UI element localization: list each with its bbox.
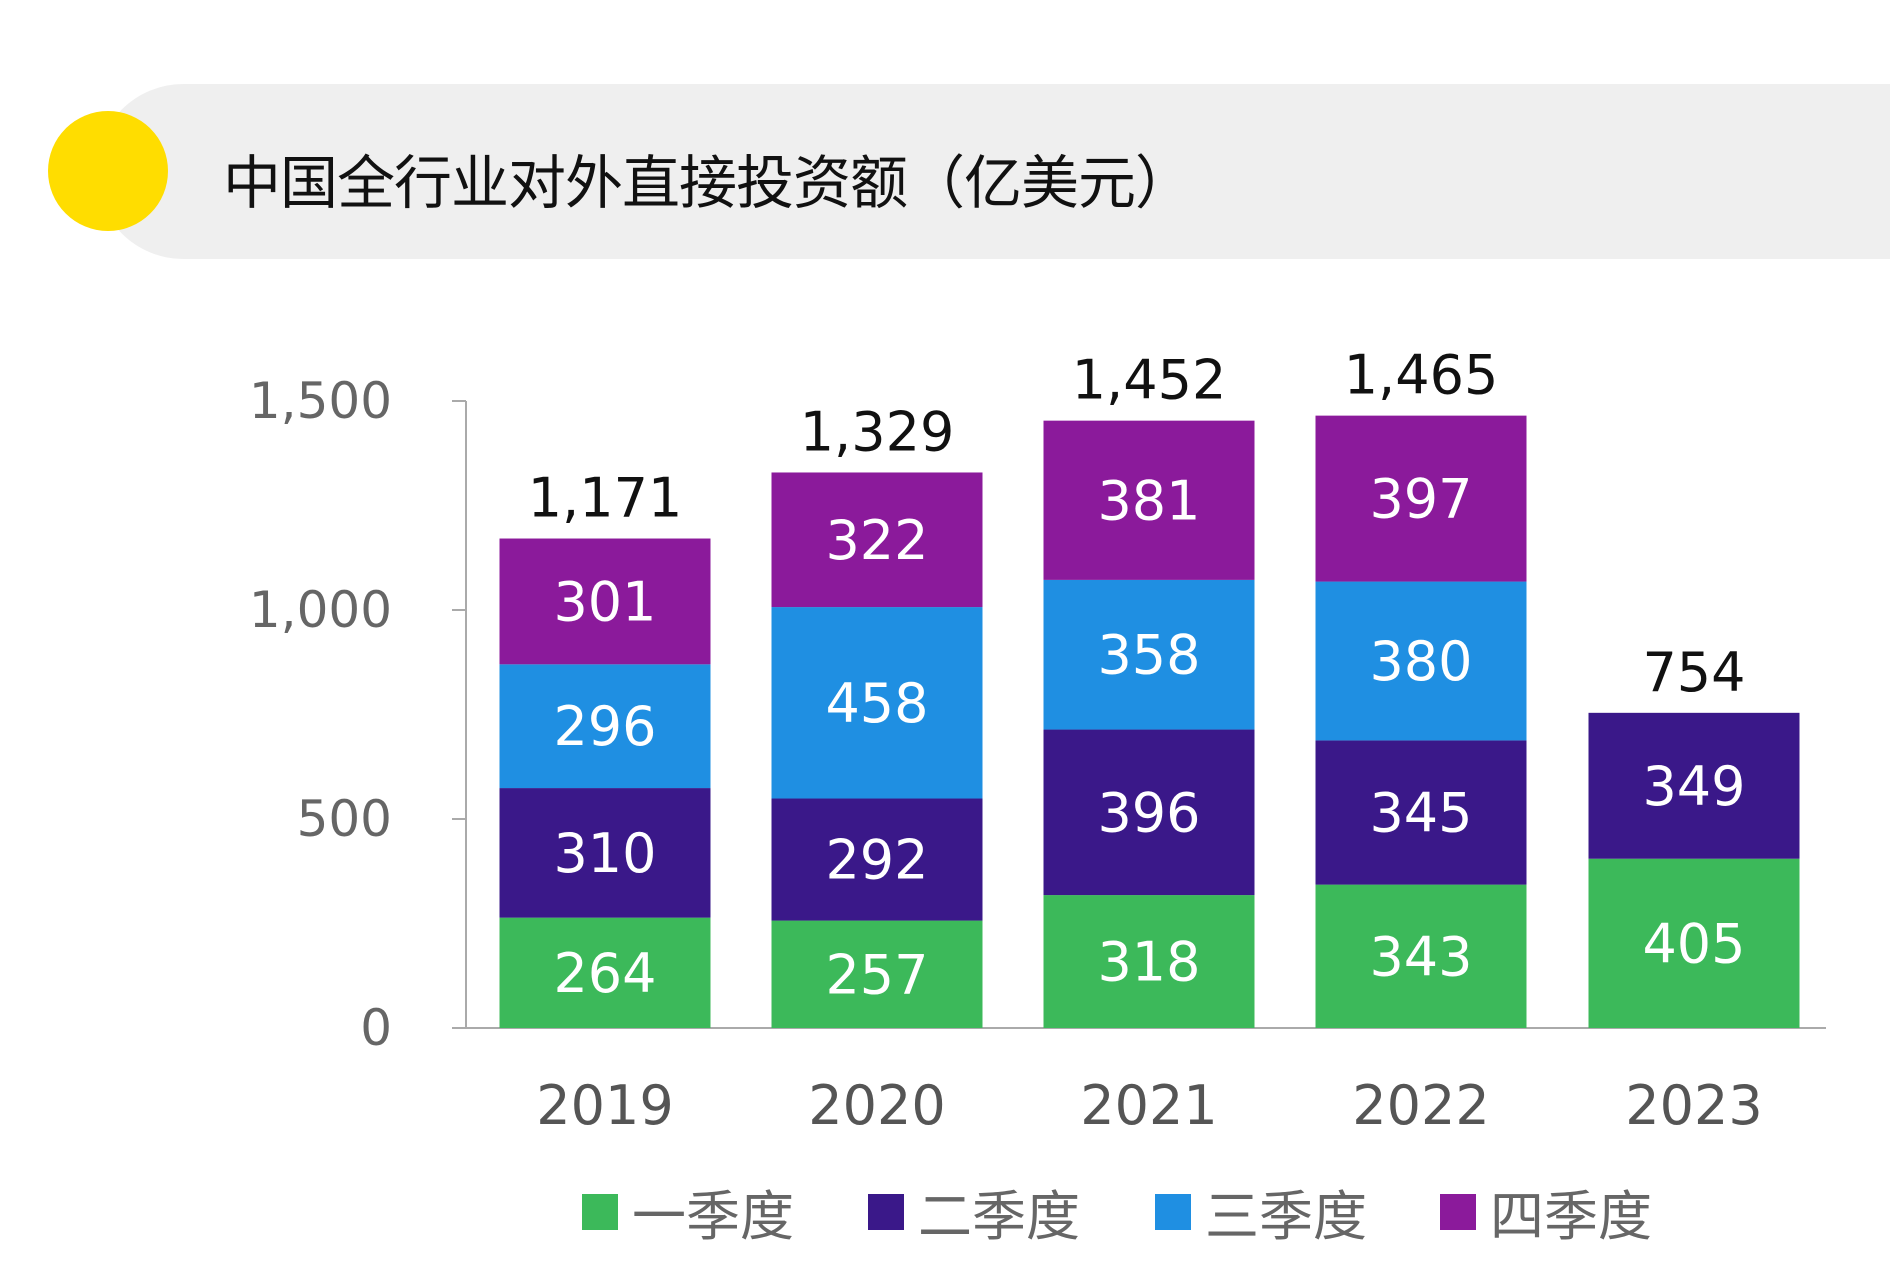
total-label: 1,171: [528, 467, 683, 530]
bar-segment: [771, 798, 983, 921]
x-tick-label: 2021: [1080, 1074, 1217, 1137]
bar-segment: [1588, 712, 1800, 859]
y-tick-label: 500: [297, 790, 392, 848]
data-label: 257: [825, 943, 928, 1006]
legend: 一季度 二季度 三季度 四季度: [0, 1172, 1890, 1248]
bar-segment: [1043, 729, 1255, 896]
bar-segment: [771, 920, 983, 1028]
x-tick-label: 2020: [808, 1074, 945, 1137]
data-label: 349: [1642, 755, 1745, 818]
y-tick-label: 1,000: [249, 581, 392, 639]
data-label: 318: [1097, 931, 1200, 994]
data-label: 458: [825, 672, 928, 735]
legend-item: 四季度: [1440, 1172, 1652, 1251]
data-label: 343: [1369, 925, 1472, 988]
data-label: 380: [1369, 630, 1472, 693]
data-label: 397: [1369, 468, 1472, 531]
data-label: 296: [553, 695, 656, 758]
y-tick-label: 0: [360, 999, 392, 1057]
bar-segment: [499, 917, 711, 1028]
bar-segment: [499, 788, 711, 918]
legend-label: 二季度: [918, 1185, 1080, 1248]
data-label: 345: [1369, 782, 1472, 845]
data-label: 358: [1097, 624, 1200, 687]
legend-swatch: [1155, 1193, 1191, 1230]
x-tick-label: 2019: [536, 1074, 673, 1137]
legend-item: 二季度: [868, 1172, 1080, 1251]
data-label: 405: [1642, 912, 1745, 975]
bar-segment: [771, 607, 983, 799]
data-label: 292: [825, 829, 928, 892]
bar-segment: [771, 472, 983, 608]
data-label: 301: [553, 570, 656, 633]
chart-title: 中国全行业对外直接投资额（亿美元）: [223, 149, 1193, 217]
legend-label: 一季度: [632, 1185, 794, 1248]
legend-label: 四季度: [1490, 1185, 1652, 1248]
total-label: 754: [1642, 641, 1745, 704]
legend-swatch: [1440, 1193, 1476, 1230]
bar-segment: [499, 538, 711, 665]
y-tick-label: 1,500: [249, 372, 392, 430]
bar-segment: [1315, 415, 1527, 582]
yellow-dot-icon: [48, 111, 168, 231]
bar-segment: [1043, 895, 1255, 1028]
bar-segment: [1315, 884, 1527, 1028]
bar-segment: [1315, 740, 1527, 885]
data-label: 381: [1097, 469, 1200, 532]
data-label: 310: [553, 822, 656, 885]
legend-label: 三季度: [1205, 1185, 1367, 1248]
total-label: 1,329: [800, 400, 955, 463]
legend-swatch: [868, 1193, 904, 1230]
data-label: 264: [553, 942, 656, 1005]
legend-item: 三季度: [1155, 1172, 1367, 1251]
bar-segment: [1043, 579, 1255, 730]
bar-segment: [1588, 858, 1800, 1028]
data-label: 396: [1097, 781, 1200, 844]
data-label: 322: [825, 509, 928, 572]
legend-item: 一季度: [582, 1172, 794, 1251]
legend-swatch: [582, 1193, 618, 1230]
x-tick-label: 2023: [1625, 1074, 1762, 1137]
bar-segment: [1043, 420, 1255, 580]
bar-segment: [499, 664, 711, 789]
bar-segment: [1315, 581, 1527, 741]
title-banner: [96, 84, 1890, 259]
x-tick-label: 2022: [1352, 1074, 1489, 1137]
total-label: 1,465: [1344, 344, 1499, 407]
total-label: 1,452: [1072, 349, 1227, 412]
